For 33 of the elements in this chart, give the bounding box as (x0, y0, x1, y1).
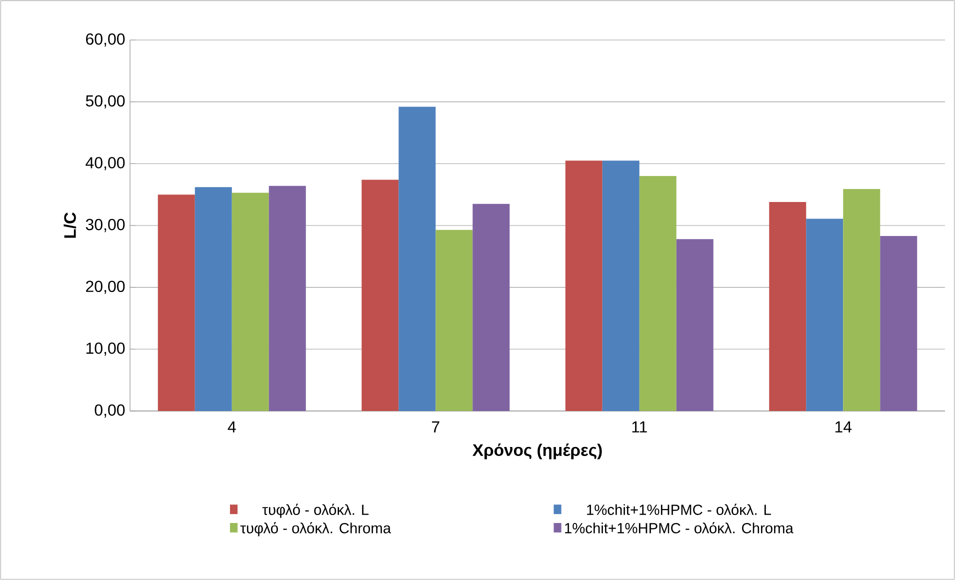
bar (676, 239, 714, 411)
bar (362, 180, 399, 411)
bar (472, 204, 510, 411)
bar (602, 160, 640, 411)
x-tick-label: 11 (632, 421, 647, 432)
bar (880, 236, 918, 411)
legend-label: 1%chit+1%HPMC - ολόκλ. L (587, 504, 771, 515)
bar (565, 160, 602, 411)
bar (639, 176, 676, 411)
legend-label: τυφλό - ολόκλ. Chroma (240, 522, 392, 536)
y-tick-label: 60,00 (86, 33, 125, 47)
bar (398, 106, 436, 411)
bar (158, 194, 195, 411)
bar (436, 230, 473, 411)
bar (232, 192, 269, 411)
x-tick-label: 7 (432, 421, 440, 432)
bar (843, 189, 880, 411)
y-tick-label: 10,00 (86, 342, 125, 356)
bar (268, 186, 306, 411)
legend-label: τυφλό - ολόκλ. L (262, 504, 369, 518)
bar (769, 202, 806, 411)
bar (806, 218, 844, 411)
y-tick-label: 0,00 (94, 404, 125, 418)
y-tick-label: 50,00 (86, 95, 125, 108)
bar (194, 187, 232, 411)
y-tick-label: 40,00 (86, 157, 125, 170)
x-axis-title: Χρόνος (ημέρες) (472, 444, 602, 460)
y-axis-title: L/C (64, 212, 76, 238)
y-tick-label: 20,00 (86, 280, 125, 294)
x-tick-label: 14 (835, 421, 852, 432)
x-tick-label: 4 (228, 421, 236, 432)
y-tick-label: 30,00 (86, 218, 125, 232)
legend-label: 1%chit+1%HPMC - ολόκλ. Chroma (565, 522, 794, 534)
